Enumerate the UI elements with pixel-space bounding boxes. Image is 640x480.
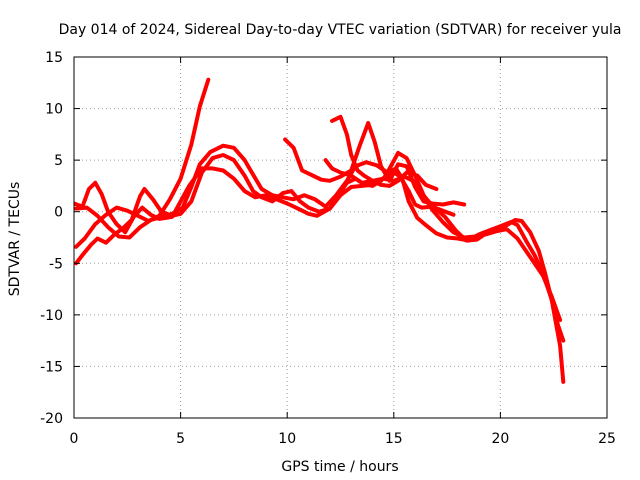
x-tick-label: 20 bbox=[491, 431, 509, 447]
plot-frame bbox=[73, 56, 608, 419]
grid bbox=[74, 57, 607, 418]
chart-title: Day 014 of 2024, Sidereal Day-to-day VTE… bbox=[59, 22, 622, 38]
y-tick-label: 5 bbox=[54, 153, 63, 169]
series-group bbox=[74, 77, 566, 384]
series-line-pass-7 bbox=[330, 114, 439, 191]
x-tick-label: 5 bbox=[176, 431, 185, 447]
x-tick-label: 25 bbox=[598, 431, 616, 447]
x-axis-title: GPS time / hours bbox=[281, 459, 398, 475]
x-tick-label: 0 bbox=[70, 431, 79, 447]
y-tick-label: -10 bbox=[40, 308, 63, 324]
series-line-pass-3 bbox=[74, 153, 566, 384]
x-tick-label: 10 bbox=[278, 431, 296, 447]
y-tick-label: -15 bbox=[40, 359, 63, 375]
y-tick-label: -5 bbox=[49, 256, 63, 272]
y-tick-label: 0 bbox=[54, 205, 63, 221]
y-axis-title: SDTVAR / TECUs bbox=[7, 182, 23, 297]
x-tick-label: 15 bbox=[385, 431, 403, 447]
y-tick-label: 15 bbox=[45, 50, 63, 66]
y-tick-label: 10 bbox=[45, 102, 63, 118]
series-line-pass-6 bbox=[323, 158, 566, 343]
axes: 0 5 10 15 20 25 -20 -15 -10 -5 0 5 10 15 bbox=[40, 50, 616, 447]
series-line-pass-1 bbox=[74, 77, 211, 249]
y-tick-label: -20 bbox=[40, 411, 63, 427]
